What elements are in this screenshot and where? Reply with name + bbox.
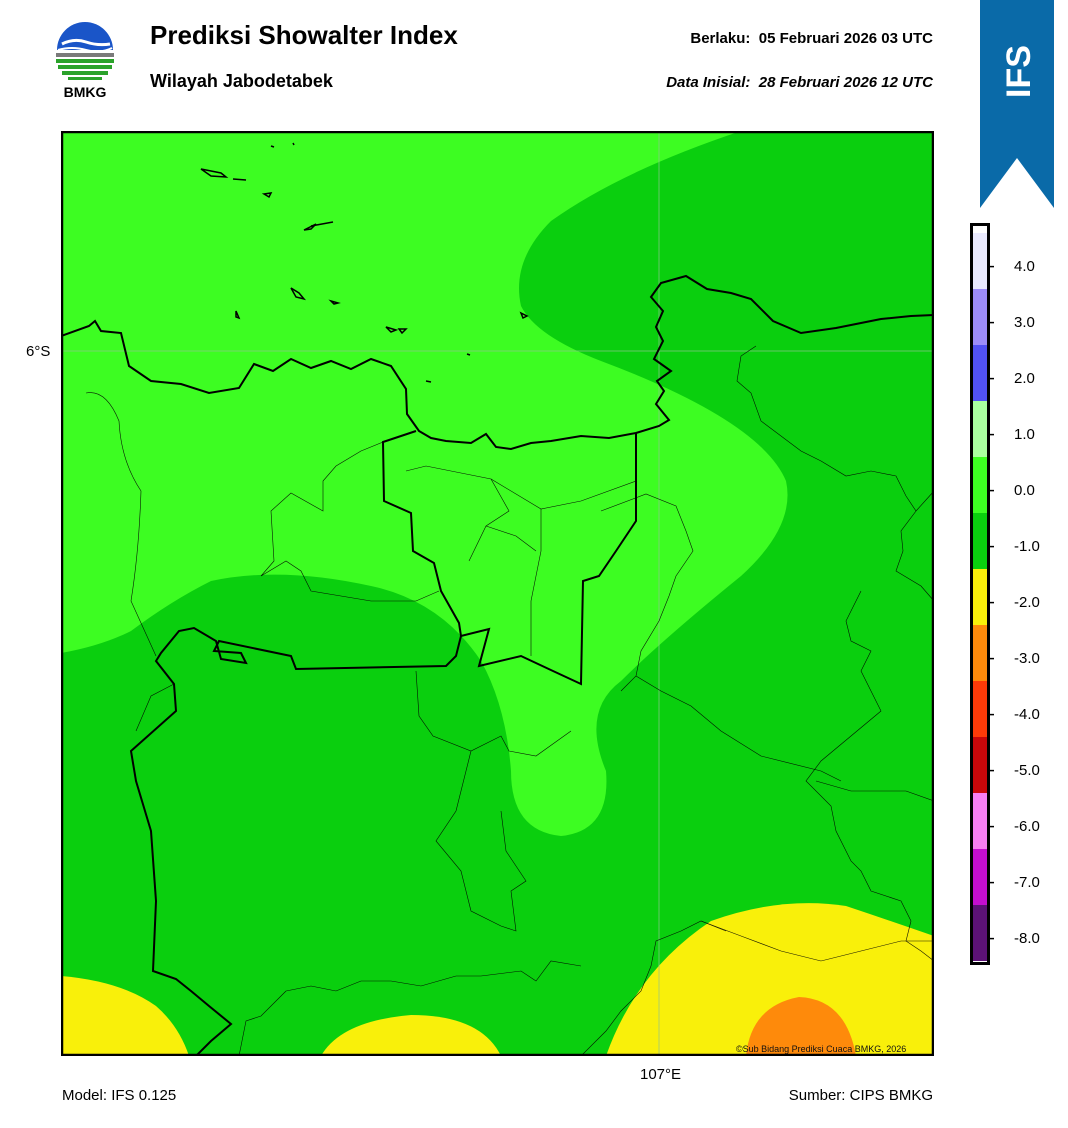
colorbar-segment: [972, 905, 988, 961]
valid-label: Berlaku:: [690, 30, 751, 47]
colorbar-segment: [972, 513, 988, 569]
model-ribbon: [980, 0, 1054, 208]
page-title: Prediksi Showalter Index: [150, 20, 458, 50]
colorbar-label: -2.0: [1014, 593, 1040, 611]
colorbar-segment: [972, 289, 988, 345]
colorbar-segment: [972, 793, 988, 849]
showalter-map: [60, 130, 935, 1057]
ribbon-label-wrap: IFS: [980, 30, 1054, 110]
model-info: Model: IFS 0.125: [62, 1087, 177, 1104]
colorbar-segment: [972, 737, 988, 793]
province-borders: [129, 430, 637, 1057]
regency-borders: [85, 345, 935, 1057]
colorbar-label: 0.0: [1014, 481, 1035, 499]
field-light-green: [61, 131, 788, 836]
latitude-label: 6°S: [26, 343, 51, 360]
valid-value: 05 Februari 2026 03 UTC: [758, 30, 933, 47]
init-time: Data Inisial: 28 Februari 2026 12 UTC: [666, 74, 933, 91]
source-info: Sumber: CIPS BMKG: [788, 1087, 933, 1104]
colorbar-segment: [972, 401, 988, 457]
colorbar-label: -6.0: [1014, 817, 1040, 835]
field-yellow-sc: [321, 1015, 501, 1056]
valid-time: Berlaku: 05 Februari 2026 03 UTC: [690, 30, 933, 47]
copyright-text: ©Sub Bidang Prediksi Cuaca BMKG, 2026: [736, 1044, 907, 1054]
colorbar-label: -8.0: [1014, 929, 1040, 947]
colorbar-label: 4.0: [1014, 257, 1035, 275]
field-yellow-se: [606, 903, 934, 1056]
colorbar-label: -5.0: [1014, 761, 1040, 779]
field-yellow-sw: [61, 976, 189, 1056]
colorbar-segment: [972, 457, 988, 513]
colorbar-label: -1.0: [1014, 537, 1040, 555]
field-orange: [746, 997, 856, 1056]
colorbar-label: 3.0: [1014, 313, 1035, 331]
colorbar-segment: [972, 233, 988, 289]
colorbar-frame: [970, 223, 990, 965]
colorbar-segment: [972, 345, 988, 401]
bmkg-logo-icon: [52, 20, 120, 102]
colorbar: [970, 223, 994, 965]
colorbar-label: -4.0: [1014, 705, 1040, 723]
map-frame: [60, 130, 935, 1057]
coastline: [60, 274, 935, 451]
colorbar-label: 2.0: [1014, 369, 1035, 387]
init-label: Data Inisial:: [666, 74, 751, 91]
ribbon-label: IFS: [1000, 45, 1038, 98]
colorbar-segment: [972, 681, 988, 737]
colorbar-label: 1.0: [1014, 425, 1035, 443]
colorbar-label: -7.0: [1014, 873, 1040, 891]
init-value: 28 Februari 2026 12 UTC: [758, 74, 933, 91]
colorbar-segment: [972, 625, 988, 681]
page-subtitle: Wilayah Jabodetabek: [150, 71, 333, 91]
islands: [200, 142, 529, 383]
colorbar-segment: [972, 569, 988, 625]
colorbar-label: -3.0: [1014, 649, 1040, 667]
longitude-label: 107°E: [640, 1066, 682, 1083]
logo-text: BMKG: [63, 84, 107, 100]
colorbar-segment: [972, 849, 988, 905]
